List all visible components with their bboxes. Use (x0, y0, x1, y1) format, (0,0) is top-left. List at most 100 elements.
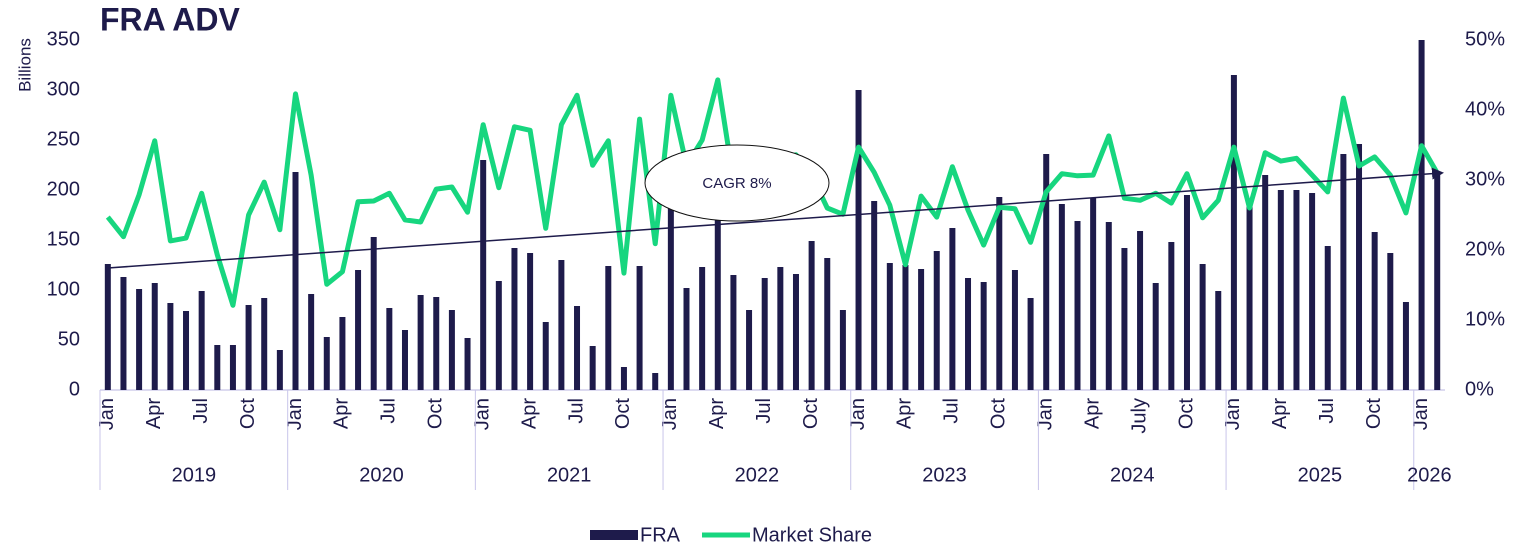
annotation: CAGR 8% (702, 175, 771, 192)
y2-tick-label: 50% (1465, 28, 1505, 50)
x-tick-label: July (1128, 398, 1150, 434)
bar (120, 277, 127, 390)
bar (1324, 246, 1331, 390)
y-tick-label: 350 (47, 28, 80, 50)
y-tick-label: 300 (47, 78, 80, 100)
bar (683, 288, 690, 390)
bar (808, 241, 815, 390)
bar (996, 197, 1003, 390)
bar (933, 251, 940, 390)
x-tick-label: Jan (1222, 398, 1244, 430)
bar (886, 263, 893, 390)
x-tick-label: Oct (988, 398, 1010, 430)
bar (1011, 270, 1018, 390)
y2-tick-label: 30% (1465, 168, 1505, 190)
group-label: 2024 (1110, 464, 1155, 486)
x-tick-label: Apr (894, 398, 916, 429)
bar (480, 160, 487, 390)
bar (448, 310, 455, 390)
bar (495, 281, 502, 390)
bar (1434, 175, 1441, 390)
bar (511, 248, 518, 390)
y-axis-label: Billions (15, 38, 34, 92)
y2-tick-label: 0% (1465, 378, 1494, 400)
bar (1043, 154, 1050, 390)
bar (261, 298, 268, 390)
y-tick-label: 50 (58, 328, 80, 350)
bar (1152, 283, 1159, 390)
bar (1090, 198, 1097, 390)
bar (151, 283, 158, 390)
bar (1121, 248, 1128, 390)
bar (292, 172, 299, 390)
legend-label: Market Share (752, 524, 872, 546)
bar (1105, 222, 1112, 390)
bar (980, 282, 987, 390)
bar (198, 291, 205, 390)
bar (918, 269, 925, 390)
chart-title: FRA ADV (100, 1, 241, 37)
x-tick-label: Jul (1316, 398, 1338, 424)
bar (574, 306, 581, 390)
x-tick-label: Apr (1081, 398, 1103, 429)
bar (652, 373, 659, 390)
bar (558, 260, 565, 390)
bar (902, 265, 909, 390)
bar (1371, 232, 1378, 390)
bar (589, 346, 596, 390)
bar (777, 267, 784, 390)
bar (136, 289, 143, 390)
group-label: 2022 (735, 464, 780, 486)
group-label: 2021 (547, 464, 592, 486)
bar (245, 305, 252, 390)
bar (167, 303, 174, 390)
bar (214, 345, 221, 390)
bar (542, 322, 549, 390)
y2-tick-label: 40% (1465, 98, 1505, 120)
x-tick-label: Jul (190, 398, 212, 424)
bar (527, 253, 534, 390)
x-tick-label: Apr (518, 398, 540, 429)
group-label: 2020 (359, 464, 404, 486)
bar (949, 228, 956, 390)
x-tick-label: Oct (612, 398, 634, 430)
y2-tick-label: 20% (1465, 238, 1505, 260)
bar (730, 275, 737, 390)
bar (401, 330, 408, 390)
bar (1074, 221, 1081, 390)
bar (839, 310, 846, 390)
bar (1356, 144, 1363, 390)
bar (1137, 231, 1144, 390)
group-label: 2023 (922, 464, 967, 486)
bar (1168, 242, 1175, 390)
x-tick-label: Apr (1269, 398, 1291, 429)
bar (1277, 190, 1284, 390)
bar (792, 274, 799, 390)
bar (1418, 40, 1425, 390)
bar (1230, 75, 1237, 390)
bar (824, 258, 831, 390)
x-tick-label: Oct (1363, 398, 1385, 430)
bar (761, 278, 768, 390)
bar (308, 294, 315, 390)
y-tick-label: 250 (47, 128, 80, 150)
x-tick-label: Jan (847, 398, 869, 430)
x-tick-label: Jan (471, 398, 493, 430)
bar (699, 267, 706, 390)
bar (1215, 291, 1222, 390)
x-tick-label: Apr (331, 398, 353, 429)
bar (323, 337, 330, 390)
x-tick-label: Apr (706, 398, 728, 429)
x-tick-label: Jan (1410, 398, 1432, 430)
x-tick-label: Jul (941, 398, 963, 424)
x-tick-label: Jan (1035, 398, 1057, 430)
bar (667, 200, 674, 390)
group-label: 2019 (172, 464, 217, 486)
bar (355, 270, 362, 390)
x-tick-label: Apr (143, 398, 165, 429)
x-tick-label: Oct (237, 398, 259, 430)
bar (417, 295, 424, 390)
annotation-bubble (644, 144, 830, 222)
y-tick-label: 200 (47, 178, 80, 200)
